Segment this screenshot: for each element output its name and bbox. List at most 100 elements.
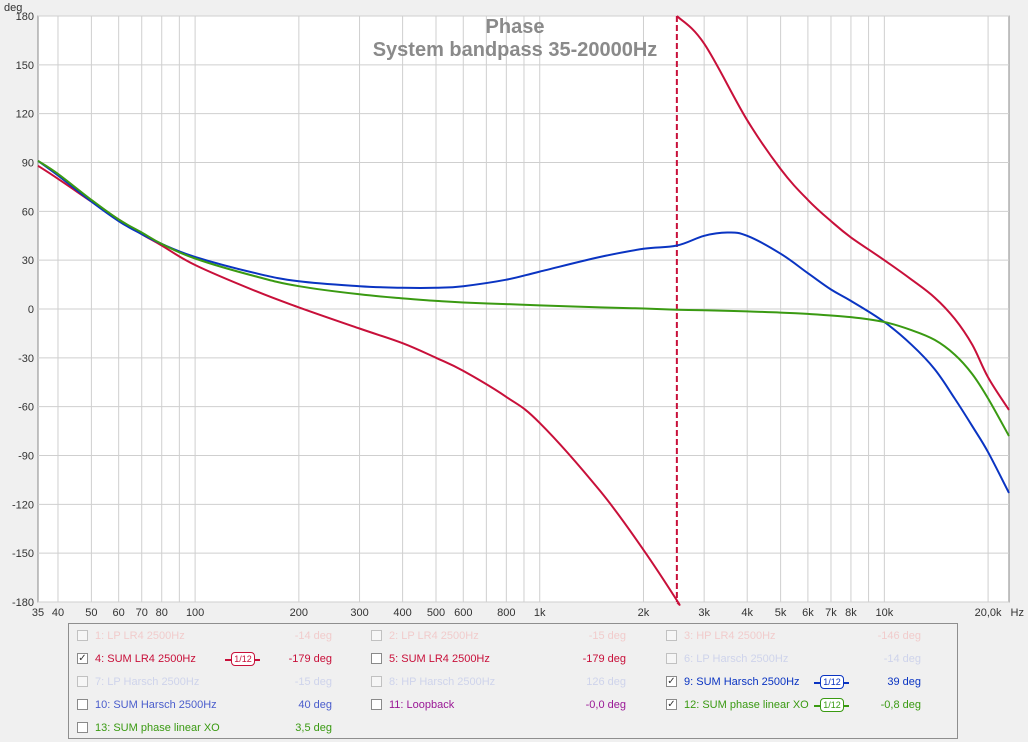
grid (38, 15, 1009, 603)
x-tick-label: 400 (393, 607, 411, 619)
legend-item[interactable]: 10: SUM Harsch 2500Hz 40 deg (77, 697, 357, 713)
legend-value: -15 deg (588, 630, 626, 642)
legend-checkbox[interactable] (666, 630, 677, 641)
x-tick-label: 40 (52, 607, 64, 619)
y-tick-label: -180 (12, 597, 34, 609)
y-tick-label: 90 (22, 158, 34, 170)
legend-value: -179 deg (582, 653, 626, 665)
x-tick-label: 4k (741, 607, 753, 619)
legend-checkbox[interactable] (666, 653, 677, 664)
y-tick-label: 30 (22, 255, 34, 267)
legend-value: 39 deg (887, 676, 921, 688)
legend-checkbox[interactable] (371, 676, 382, 687)
x-tick-label: 50 (85, 607, 97, 619)
y-axis-label: deg (4, 2, 22, 14)
y-tick-label: 0 (28, 304, 34, 316)
x-tick-label: 8k (845, 607, 857, 619)
legend-value: -0,8 deg (880, 699, 921, 711)
x-tick-label: 6k (802, 607, 814, 619)
chart-title: Phase (486, 16, 545, 38)
legend-checkbox[interactable] (77, 722, 88, 733)
legend-label: 9: SUM Harsch 2500Hz (684, 676, 800, 688)
legend-value: -14 deg (294, 630, 332, 642)
series-line-1 (676, 15, 1010, 411)
legend-checkbox[interactable] (371, 653, 382, 664)
x-tick-label: 1k (534, 607, 546, 619)
x-axis-unit: Hz (1011, 607, 1024, 619)
x-tick-label: 300 (350, 607, 368, 619)
legend-label: 13: SUM phase linear XO (95, 722, 220, 734)
x-tick-label: 100 (186, 607, 204, 619)
legend-item[interactable]: 2: LP LR4 2500Hz -15 deg (371, 628, 651, 644)
y-tick-label: 60 (22, 206, 34, 218)
smoothing-icon[interactable]: 1/12 (814, 675, 850, 689)
legend-checkbox[interactable] (77, 676, 88, 687)
series-lines (37, 15, 1010, 606)
legend-item[interactable]: 13: SUM phase linear XO 3,5 deg (77, 720, 357, 736)
y-tick-label: -90 (18, 451, 34, 463)
legend-item[interactable]: 5: SUM LR4 2500Hz -179 deg (371, 651, 651, 667)
y-tick-label: -120 (12, 499, 34, 511)
y-tick-label: -30 (18, 353, 34, 365)
x-tick-labels: 35 40 50 60 70 80 100 200 300 400 500 600 800 1k 2k 3k 4… (32, 607, 1002, 619)
legend-checkbox[interactable] (371, 630, 382, 641)
x-tick-label: 800 (497, 607, 515, 619)
x-tick-label: 5k (775, 607, 787, 619)
legend-label: 6: LP Harsch 2500Hz (684, 653, 789, 665)
x-tick-label: 500 (427, 607, 445, 619)
y-tick-label: -150 (12, 548, 34, 560)
legend-value: -146 deg (877, 630, 921, 642)
legend-item[interactable]: 11: Loopback -0,0 deg (371, 697, 651, 713)
legend-item[interactable]: 6: LP Harsch 2500Hz -14 deg (666, 651, 946, 667)
legend-label: 2: LP LR4 2500Hz (389, 630, 479, 642)
x-tick-label: 2k (638, 607, 650, 619)
legend-checkbox[interactable] (77, 699, 88, 710)
legend-item[interactable]: 3: HP LR4 2500Hz -146 deg (666, 628, 946, 644)
legend-checkbox[interactable]: ✓ (666, 676, 677, 687)
legend-value: -179 deg (288, 653, 332, 665)
x-tick-label: 7k (825, 607, 837, 619)
x-tick-label: 600 (454, 607, 472, 619)
x-tick-label: 60 (113, 607, 125, 619)
legend-checkbox[interactable]: ✓ (77, 653, 88, 664)
y-tick-label: 120 (16, 109, 34, 121)
legend-label: 1: LP LR4 2500Hz (95, 630, 185, 642)
legend-value: 126 deg (586, 676, 626, 688)
legend-value: 3,5 deg (295, 722, 332, 734)
y-tick-labels: 180 150 120 90 60 30 0 -30 -60 -90 -120 -150 -180 (12, 11, 34, 609)
smoothing-icon[interactable]: 1/12 (225, 652, 261, 666)
legend-label: 10: SUM Harsch 2500Hz (95, 699, 217, 711)
smoothing-icon[interactable]: 1/12 (814, 698, 850, 712)
x-tick-label: 20,0k (975, 607, 1002, 619)
legend-item[interactable]: 7: LP Harsch 2500Hz -15 deg (77, 674, 357, 690)
legend-checkbox[interactable]: ✓ (666, 699, 677, 710)
legend-label: 3: HP LR4 2500Hz (684, 630, 776, 642)
legend-value: -14 deg (883, 653, 921, 665)
legend-checkbox[interactable] (371, 699, 382, 710)
legend-item[interactable]: ✓ 9: SUM Harsch 2500Hz 1/12 39 deg (666, 674, 946, 690)
chart-subtitle: System bandpass 35-20000Hz (373, 39, 658, 61)
y-tick-label: 150 (16, 60, 34, 72)
legend-item[interactable]: ✓ 4: SUM LR4 2500Hz 1/12 -179 deg (77, 651, 357, 667)
legend-label: 8: HP Harsch 2500Hz (389, 676, 496, 688)
legend-item[interactable]: 8: HP Harsch 2500Hz 126 deg (371, 674, 651, 690)
legend-value: 40 deg (298, 699, 332, 711)
legend: 1: LP LR4 2500Hz -14 deg 2: LP LR4 2500Hz -… (68, 623, 958, 739)
legend-label: 11: Loopback (389, 699, 455, 711)
legend-value: -0,0 deg (585, 699, 626, 711)
legend-label: 12: SUM phase linear XO (684, 699, 809, 711)
legend-label: 7: LP Harsch 2500Hz (95, 676, 200, 688)
x-tick-label: 80 (156, 607, 168, 619)
legend-label: 4: SUM LR4 2500Hz (95, 653, 196, 665)
x-tick-label: 3k (698, 607, 710, 619)
legend-label: 5: SUM LR4 2500Hz (389, 653, 490, 665)
x-tick-label: 35 (32, 607, 44, 619)
legend-item[interactable]: ✓ 12: SUM phase linear XO 1/12 -0,8 deg (666, 697, 946, 713)
series-line-3 (37, 160, 1010, 437)
y-tick-label: -60 (18, 402, 34, 414)
legend-checkbox[interactable] (77, 630, 88, 641)
legend-value: -15 deg (294, 676, 332, 688)
legend-item[interactable]: 1: LP LR4 2500Hz -14 deg (77, 628, 357, 644)
x-tick-label: 200 (290, 607, 308, 619)
